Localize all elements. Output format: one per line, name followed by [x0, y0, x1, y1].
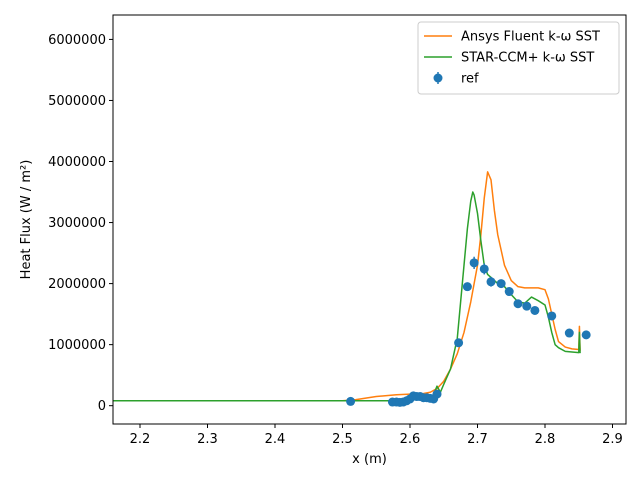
axes-border: [112, 14, 627, 425]
data-point: [454, 338, 464, 348]
legend-box: [417, 21, 620, 95]
data-point: [479, 264, 489, 274]
legend-item: ref: [433, 72, 479, 87]
data-point: [346, 396, 356, 406]
data-point: [513, 299, 523, 309]
y-axis-label: Heat Flux (W / m²): [19, 160, 34, 280]
legend-label: Ansys Fluent k-ω SST: [461, 30, 600, 45]
y-tick-label: 6000000: [48, 33, 106, 48]
data-point: [530, 305, 540, 315]
y-axis: 0 1000000 2000000 3000000 4000000 5000000 6000…: [48, 33, 113, 414]
x-tick-label: 2.3: [197, 432, 218, 447]
x-tick-label: 2.6: [400, 432, 421, 447]
data-point: [504, 287, 514, 297]
legend: Ansys Fluent k-ω SST STAR-CCM+ k-ω SST ref: [417, 21, 620, 95]
data-point: [547, 311, 557, 321]
y-tick-label: 2000000: [48, 277, 106, 292]
legend-label: STAR-CCM+ k-ω SST: [461, 51, 594, 66]
axes-frame: [112, 14, 627, 425]
series-layer: [113, 171, 591, 407]
x-tick-label: 2.2: [130, 432, 151, 447]
y-tick-label: 3000000: [48, 216, 106, 231]
legend-item: STAR-CCM+ k-ω SST: [424, 51, 594, 66]
series-2: [346, 256, 591, 407]
x-tick-label: 2.4: [265, 432, 286, 447]
data-point: [581, 330, 591, 340]
x-tick-label: 2.5: [332, 432, 353, 447]
x-tick-label: 2.7: [467, 432, 488, 447]
x-tick-label: 2.9: [602, 432, 623, 447]
y-tick-label: 0: [98, 399, 106, 414]
data-point: [462, 282, 472, 292]
data-point: [522, 301, 532, 311]
y-tick-label: 5000000: [48, 94, 106, 109]
x-tick-label: 2.8: [535, 432, 556, 447]
data-point: [564, 328, 574, 338]
x-axis: 2.2 2.3 2.4 2.5 2.6 2.7 2.8 2.9: [130, 424, 623, 447]
data-point: [469, 258, 479, 268]
x-axis-label: x (m): [352, 452, 387, 467]
y-tick-label: 4000000: [48, 155, 106, 170]
y-tick-label: 1000000: [48, 338, 106, 353]
data-point: [432, 389, 442, 399]
data-point: [496, 279, 506, 289]
legend-label: ref: [461, 72, 479, 87]
data-point: [486, 277, 496, 287]
legend-item: Ansys Fluent k-ω SST: [424, 30, 600, 45]
legend-marker-swatch: [433, 73, 443, 83]
